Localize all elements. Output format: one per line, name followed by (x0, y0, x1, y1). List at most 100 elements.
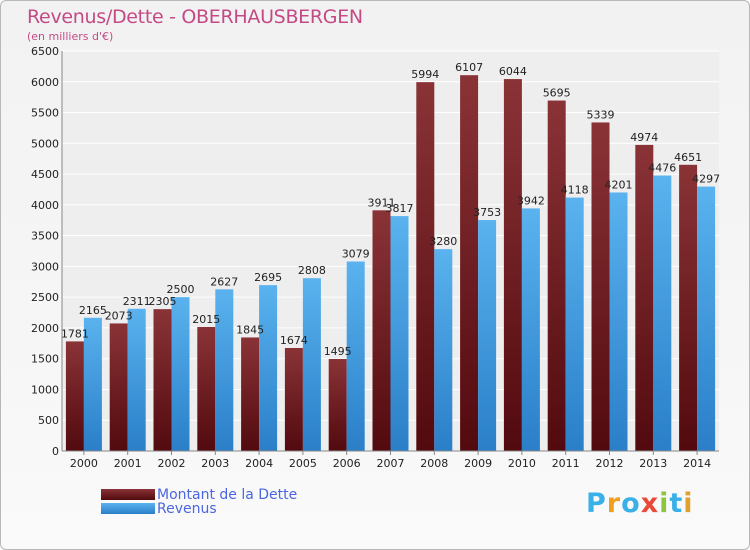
x-tick-label-2004: 2004 (245, 457, 273, 470)
bar-revenus-2010 (521, 208, 540, 451)
y-tick-label: 2500 (31, 291, 59, 304)
logo-letter: r (606, 488, 622, 519)
x-tick-label-2011: 2011 (552, 457, 580, 470)
x-tick-label-2010: 2010 (508, 457, 536, 470)
bar-dette-2005 (284, 347, 303, 451)
bar-revenus-2002 (171, 297, 190, 451)
data-label-revenus-2006: 3079 (342, 248, 370, 261)
x-tick-label-2013: 2013 (639, 457, 667, 470)
data-label-dette-2004: 1845 (236, 323, 264, 336)
data-label-revenus-2009: 3753 (473, 206, 501, 219)
y-tick-label: 5000 (31, 137, 59, 150)
y-tick-label: 500 (38, 414, 59, 427)
logo-letter: i (683, 488, 694, 519)
bar-revenus-2013 (653, 175, 672, 452)
y-tick-label: 3500 (31, 230, 59, 243)
data-label-revenus-2012: 4201 (605, 178, 633, 191)
bar-revenus-2007 (390, 216, 409, 451)
bar-revenus-2003 (215, 289, 234, 451)
data-label-dette-2012: 5339 (587, 108, 615, 121)
logo-letter: x (640, 488, 660, 519)
y-tick-label: 4000 (31, 199, 59, 212)
chart-title: Revenus/Dette - OBERHAUSBERGEN (27, 6, 363, 28)
bar-dette-2013 (635, 144, 654, 451)
legend-swatch-dette (101, 489, 155, 500)
bar-revenus-2009 (478, 220, 497, 451)
bar-revenus-2001 (127, 308, 146, 451)
bars-layer (65, 75, 716, 452)
data-label-revenus-2007: 3817 (386, 202, 414, 215)
data-label-dette-2007: 3911 (368, 196, 396, 209)
data-label-dette-2001: 2073 (105, 309, 133, 322)
axis-layer: 0 500 1000 1500 2000 2500 3000 3500 4000 4500 5000… (31, 45, 719, 470)
data-label-revenus-2013: 4476 (648, 162, 676, 175)
y-tick-label: 1000 (31, 383, 59, 396)
bar-dette-2012 (591, 122, 610, 451)
legend-item-revenus: Revenus (101, 501, 381, 517)
x-tick-label-2000: 2000 (70, 457, 98, 470)
data-label-dette-2006: 1495 (324, 345, 352, 358)
bar-dette-2001 (109, 323, 128, 451)
bar-dette-2008 (416, 82, 435, 451)
bar-revenus-2008 (434, 249, 453, 451)
y-tick-label: 2000 (31, 322, 59, 335)
data-label-dette-2010: 6044 (499, 65, 527, 78)
data-label-dette-2011: 5695 (543, 87, 571, 100)
x-tick-label-2009: 2009 (464, 457, 492, 470)
y-tick-label: 4500 (31, 168, 59, 181)
chart-subtitle: (en milliers d'€) (27, 30, 114, 43)
x-tick-label-2005: 2005 (289, 457, 317, 470)
bar-revenus-2004 (259, 285, 278, 451)
x-tick-label-2002: 2002 (158, 457, 186, 470)
y-tick-label: 1500 (31, 353, 59, 366)
data-label-dette-2002: 2305 (149, 295, 177, 308)
data-label-revenus-2005: 2808 (298, 264, 326, 277)
x-tick-label-2001: 2001 (114, 457, 142, 470)
proxiti-logo: Proxiti (586, 488, 694, 519)
bar-dette-2007 (372, 210, 391, 451)
data-label-dette-2000: 1781 (61, 327, 89, 340)
legend-label-dette: Montant de la Dette (157, 487, 298, 503)
x-tick-label-2003: 2003 (201, 457, 229, 470)
y-tick-label: 3000 (31, 260, 59, 273)
y-tick-label: 6500 (31, 45, 59, 58)
x-tick-label-2006: 2006 (333, 457, 361, 470)
logo-letter: t (669, 488, 684, 519)
bar-dette-2006 (328, 359, 347, 451)
bar-revenus-2014 (697, 186, 716, 452)
data-label-revenus-2011: 4118 (561, 184, 589, 197)
legend-label-revenus: Revenus (157, 501, 217, 517)
data-label-revenus-2014: 4297 (692, 173, 720, 186)
bar-revenus-2005 (302, 278, 321, 451)
bar-dette-2002 (153, 309, 172, 451)
logo-letter: o (621, 488, 641, 519)
logo-letter: i (659, 488, 670, 519)
data-label-dette-2005: 1674 (280, 334, 308, 347)
x-tick-label-2012: 2012 (596, 457, 624, 470)
bar-revenus-2006 (346, 261, 365, 451)
legend-swatch-revenus (101, 503, 155, 514)
bar-revenus-2000 (83, 317, 102, 451)
data-label-revenus-2001: 2311 (123, 295, 151, 308)
data-label-dette-2009: 6107 (455, 61, 483, 74)
legend-item-dette: Montant de la Dette (101, 487, 381, 503)
data-label-revenus-2003: 2627 (210, 275, 238, 288)
bar-dette-2004 (241, 337, 260, 451)
logo-letter: P (586, 488, 607, 519)
data-label-revenus-2000: 2165 (79, 304, 107, 317)
data-label-revenus-2008: 3280 (429, 235, 457, 248)
y-tick-label: 6000 (31, 76, 59, 89)
bar-dette-2010 (503, 79, 522, 452)
bar-dette-2000 (65, 341, 84, 451)
bar-dette-2009 (460, 75, 479, 451)
data-label-revenus-2010: 3942 (517, 194, 545, 207)
data-label-revenus-2004: 2695 (254, 271, 282, 284)
data-label-dette-2003: 2015 (192, 313, 220, 326)
bar-dette-2003 (197, 327, 216, 451)
x-tick-label-2014: 2014 (683, 457, 711, 470)
bar-dette-2014 (679, 164, 698, 452)
bar-revenus-2011 (565, 197, 584, 451)
data-label-dette-2014: 4651 (674, 151, 702, 164)
